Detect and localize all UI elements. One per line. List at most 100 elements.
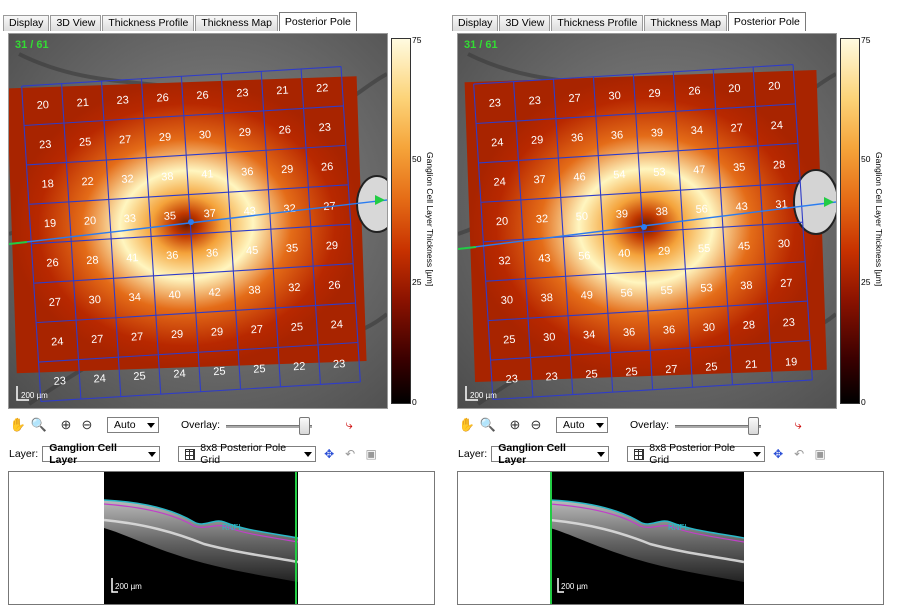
chevron-down-icon — [753, 451, 762, 457]
scale-bar — [16, 386, 29, 401]
grid-cell-value: 19 — [44, 217, 57, 230]
fovea-marker — [641, 224, 647, 230]
tab-posterior-pole[interactable]: Posterior Pole — [278, 12, 357, 31]
tab-3d-view[interactable]: 3D View — [50, 15, 102, 31]
bscan-graphic: RNFL 200 µm — [104, 472, 298, 604]
grid-line — [485, 261, 806, 282]
grid-cell-value: 32 — [288, 282, 301, 295]
grid-cell-value: 30 — [199, 129, 212, 142]
layer-select[interactable]: Ganglion Cell Layer — [491, 442, 610, 466]
grid-cell-value: 27 — [730, 122, 743, 135]
bscan-view[interactable]: RNFL 200 µm — [457, 471, 884, 605]
zoom-out-icon[interactable]: ⊖ — [530, 417, 542, 432]
grid-select-value: 8x8 Posterior Pole Grid — [200, 442, 287, 466]
zoom-in-icon[interactable]: ⊕ — [509, 417, 521, 432]
grid-cell-value: 20 — [728, 83, 741, 96]
thickness-map-view[interactable]: 23 23 27 30 29 26 20 20 24 29 36 36 39 34 27 24 24 37 46 54… — [457, 33, 837, 409]
grid-cell-value: 56 — [695, 203, 708, 216]
bscan-view[interactable]: RNFL 200 µm — [8, 471, 435, 605]
view-toolbar: ✋ 🔍 ⊕ ⊖ Auto Overlay: ⤷ — [9, 414, 409, 436]
tab-thickness-map[interactable]: Thickness Map — [644, 15, 727, 31]
grid-cell-value: 26 — [321, 161, 334, 174]
grid-cell-value: 50 — [575, 211, 588, 224]
grid-cell-value: 54 — [613, 169, 626, 182]
grid-cell-value: 25 — [290, 321, 303, 334]
tab-3d-view[interactable]: 3D View — [499, 15, 551, 31]
colorbar-tick: 75 — [861, 35, 871, 45]
posterior-pole-grid: 23 23 27 30 29 26 20 20 24 29 36 36 39 34 27 24 24 37 46 54… — [473, 63, 813, 401]
grid-cell-value: 20 — [496, 215, 509, 228]
scan-line[interactable] — [9, 199, 387, 245]
grid-select[interactable]: 8x8 Posterior Pole Grid — [178, 442, 317, 466]
scale-bar — [111, 578, 118, 593]
grid-cell-value: 37 — [533, 174, 546, 187]
grid-cell-value: 38 — [161, 171, 174, 184]
slice-counter: 31 / 61 — [464, 39, 498, 51]
grid-line — [260, 71, 282, 387]
scale-bar-label: 200 µm — [115, 582, 142, 591]
grid-cell-value: 29 — [159, 131, 172, 144]
grid-select[interactable]: 8x8 Posterior Pole Grid — [627, 442, 766, 466]
collapse-icon[interactable]: ✥ — [773, 447, 784, 461]
tab-bar: Display 3D View Thickness Profile Thickn… — [452, 9, 807, 31]
zoom-out-icon[interactable]: ⊖ — [81, 417, 93, 432]
slider-thumb[interactable] — [748, 417, 760, 435]
tab-display[interactable]: Display — [3, 15, 50, 31]
grid-cell-value: 53 — [700, 282, 713, 295]
grid-line — [300, 68, 321, 385]
grid-cell-value: 55 — [698, 243, 711, 256]
scan-line[interactable] — [458, 201, 836, 250]
grid-cell-value: 40 — [618, 248, 631, 261]
tab-thickness-map[interactable]: Thickness Map — [195, 15, 278, 31]
grid-cell-value: 32 — [536, 213, 549, 226]
bscan-image: RNFL 200 µm — [104, 472, 298, 604]
grid-cell-value: 29 — [238, 126, 251, 139]
slider-thumb[interactable] — [299, 417, 311, 435]
thickness-map[interactable]: 23 23 27 30 29 26 20 20 24 29 36 36 39 34 27 24 24 37 46 54… — [458, 34, 836, 408]
rnfl-boundary — [104, 499, 298, 539]
save-icon[interactable]: ▣ — [814, 447, 826, 461]
slider-track — [675, 425, 762, 428]
zoom-in-icon[interactable]: ⊕ — [60, 417, 72, 432]
zoom-value: Auto — [563, 419, 585, 431]
tab-posterior-pole[interactable]: Posterior Pole — [727, 12, 806, 31]
grid-cell-value: 36 — [663, 324, 676, 337]
overlay-slider[interactable] — [675, 416, 762, 435]
tab-thickness-profile[interactable]: Thickness Profile — [551, 15, 644, 31]
hand-icon[interactable]: ✋ — [458, 417, 476, 432]
retina-tissue — [550, 500, 744, 582]
grid-cell-value: 30 — [778, 238, 791, 251]
overlay-slider[interactable] — [226, 416, 313, 435]
zoom-select[interactable]: Auto — [107, 417, 159, 433]
grid-cell-value: 29 — [648, 87, 661, 100]
grid-cell-value: 45 — [738, 240, 751, 253]
save-icon[interactable]: ▣ — [365, 447, 377, 461]
grid-cell-value: 21 — [745, 359, 758, 372]
undo-icon[interactable]: ↶ — [345, 447, 356, 461]
layer-select[interactable]: Ganglion Cell Layer — [42, 442, 161, 466]
grid-cell-value: 24 — [330, 319, 343, 332]
tab-display[interactable]: Display — [452, 15, 499, 31]
chevron-down-icon — [304, 451, 313, 457]
grid-cell-value: 25 — [213, 365, 226, 378]
grid-icon — [634, 448, 645, 460]
cursor-tool-icon[interactable]: ⤷ — [794, 417, 802, 432]
undo-icon[interactable]: ↶ — [794, 447, 805, 461]
cursor-tool-icon[interactable]: ⤷ — [345, 417, 353, 432]
grid-cell-value: 32 — [283, 203, 296, 216]
collapse-icon[interactable]: ✥ — [324, 447, 335, 461]
grid-cell-value: 20 — [36, 99, 49, 112]
zoom-select[interactable]: Auto — [556, 417, 608, 433]
tab-thickness-profile[interactable]: Thickness Profile — [102, 15, 195, 31]
gcl-boundary — [104, 503, 298, 543]
grid-cell-value: 36 — [623, 326, 636, 339]
thickness-map-view[interactable]: 20 21 23 26 26 23 21 22 23 25 27 29 30 29 26 23 18 22 32 38… — [8, 33, 388, 409]
colorbar-tick: 50 — [412, 154, 422, 164]
grid-cell-value: 21 — [276, 85, 289, 98]
magnifier-icon[interactable]: 🔍 — [30, 417, 48, 432]
thickness-map[interactable]: 20 21 23 26 26 23 21 22 23 25 27 29 30 29 26 23 18 22 32 38… — [9, 34, 387, 408]
hand-icon[interactable]: ✋ — [9, 417, 27, 432]
grid-cell-value: 24 — [173, 368, 186, 381]
grid-cell-value: 38 — [740, 280, 753, 293]
magnifier-icon[interactable]: 🔍 — [479, 417, 497, 432]
